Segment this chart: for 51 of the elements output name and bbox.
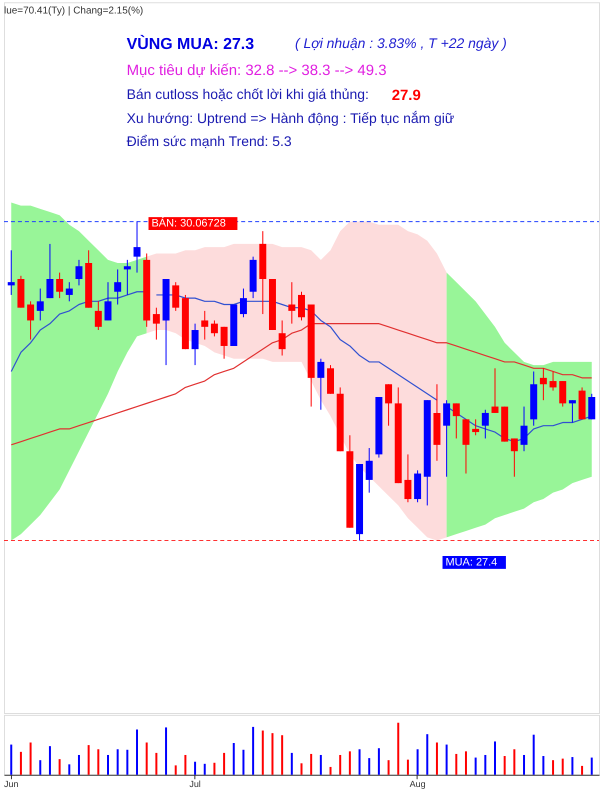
- candlestick: [366, 448, 373, 494]
- candlestick: [278, 320, 286, 356]
- candlestick: [298, 291, 305, 321]
- candlestick: [482, 409, 489, 439]
- candlestick: [288, 282, 296, 324]
- candlestick: [520, 406, 528, 452]
- candlestick: [104, 282, 112, 321]
- candlestick: [56, 272, 64, 299]
- candlestick: [124, 259, 131, 296]
- candlestick: [404, 454, 412, 503]
- candlestick: [472, 418, 480, 436]
- candlestick: [510, 438, 518, 478]
- candlestick: [134, 221, 141, 274]
- candlestick: [540, 368, 547, 401]
- candlestick: [385, 384, 392, 426]
- text: ( Lợi nhuận : 3.83% , T +22 ngày ): [295, 35, 507, 52]
- candlestick: [172, 282, 180, 312]
- candlestick: [114, 268, 122, 306]
- annotation: BÁN: 30.06728: [151, 216, 226, 230]
- candlestick: [559, 380, 566, 408]
- text: 27.9: [392, 86, 421, 104]
- text: lue=70.41(Ty) | Chang=2.15(%): [4, 5, 144, 16]
- candlestick: [452, 402, 460, 439]
- candlestick: [75, 259, 82, 286]
- candlestick: [550, 370, 557, 392]
- candlestick: [152, 307, 160, 340]
- candlestick: [27, 300, 34, 340]
- candlestick: [192, 323, 199, 366]
- text: VÙNG MUA: 27.3: [126, 34, 254, 54]
- x-tick-label: Jun: [4, 779, 18, 790]
- text: Mục tiêu dự kiến: 32.8 --> 38.3 --> 49.3: [126, 62, 387, 80]
- candlestick: [66, 282, 73, 302]
- text: Xu hướng: Uptrend => Hành động : Tiếp tục nắm giữ: [126, 110, 454, 126]
- text: Điểm sức mạnh Trend: 5.3: [126, 132, 292, 149]
- text: Bán cutloss hoặc chốt lời khi giá thủng:: [126, 86, 369, 102]
- candlestick: [240, 288, 247, 318]
- candlestick: [317, 358, 324, 410]
- candlestick: [492, 368, 498, 414]
- candlestick: [210, 320, 218, 337]
- candlestick: [8, 250, 15, 296]
- candlestick: [201, 310, 208, 340]
- candlestick: [220, 326, 228, 360]
- candlestick: [36, 288, 44, 321]
- candlestick: [588, 393, 596, 420]
- candlestick: [94, 300, 102, 331]
- candlestick: [46, 243, 54, 299]
- x-tick-label: Aug: [410, 779, 426, 790]
- candlestick: [443, 400, 450, 478]
- x-tick-label: Jul: [189, 779, 201, 790]
- candlestick: [568, 400, 576, 424]
- text: MUA: 27.4: [446, 556, 498, 568]
